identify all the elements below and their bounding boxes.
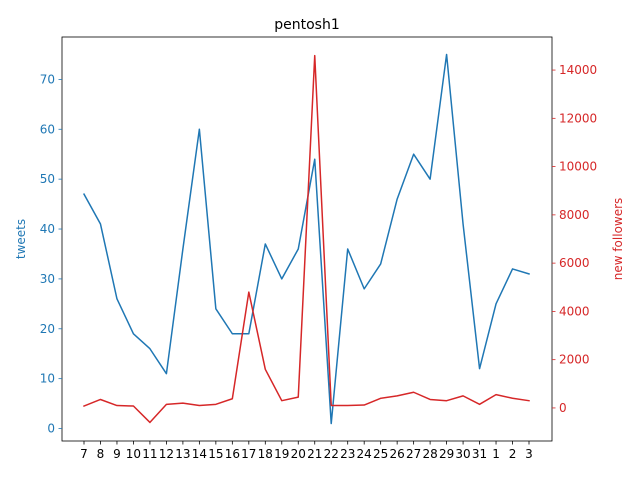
right-axis-title: new followers [611, 198, 625, 281]
x-tick-label: 8 [97, 447, 105, 461]
x-tick-label: 14 [192, 447, 207, 461]
x-tick-label: 23 [340, 447, 355, 461]
chart-title: pentosh1 [274, 17, 340, 33]
right-tick-label: 10000 [559, 160, 597, 174]
x-tick-label: 24 [357, 447, 372, 461]
left-axis-title: tweets [14, 219, 28, 259]
right-tick-label: 8000 [559, 208, 590, 222]
x-tick-label: 21 [307, 447, 322, 461]
x-tick-label: 1 [492, 447, 500, 461]
x-tick-label: 7 [80, 447, 88, 461]
x-tick-label: 16 [225, 447, 240, 461]
x-tick-label: 25 [373, 447, 388, 461]
x-tick-label: 26 [390, 447, 405, 461]
series-line-new-followers [83, 54, 530, 424]
left-tick-label: 70 [40, 72, 55, 86]
x-tick-label: 27 [406, 447, 421, 461]
left-tick-label: 10 [40, 372, 55, 386]
x-tick-label: 2 [509, 447, 517, 461]
x-tick-label: 3 [525, 447, 533, 461]
x-tick-label: 28 [422, 447, 437, 461]
left-tick-label: 40 [40, 222, 55, 236]
plot-area: 0102030405060700200040006000800010000120… [40, 36, 597, 461]
x-tick-label: 19 [274, 447, 289, 461]
left-tick-label: 30 [40, 272, 55, 286]
right-tick-label: 6000 [559, 256, 590, 270]
x-tick-label: 18 [258, 447, 273, 461]
x-tick-label: 9 [113, 447, 121, 461]
x-tick-label: 15 [208, 447, 223, 461]
left-tick-label: 0 [47, 422, 55, 436]
x-tick-label: 31 [472, 447, 487, 461]
x-tick-label: 29 [439, 447, 454, 461]
left-tick-label: 60 [40, 122, 55, 136]
x-tick-label: 17 [241, 447, 256, 461]
right-tick-label: 0 [559, 401, 567, 415]
x-tick-label: 20 [291, 447, 306, 461]
right-tick-label: 14000 [559, 63, 597, 77]
x-tick-label: 10 [126, 447, 141, 461]
right-tick-label: 2000 [559, 353, 590, 367]
x-tick-label: 30 [455, 447, 470, 461]
series-line-tweets [82, 53, 530, 425]
x-tick-label: 11 [142, 447, 157, 461]
right-tick-label: 4000 [559, 304, 590, 318]
left-tick-label: 20 [40, 322, 55, 336]
x-tick-label: 22 [324, 447, 339, 461]
x-tick-label: 13 [175, 447, 190, 461]
left-tick-label: 50 [40, 172, 55, 186]
right-tick-label: 12000 [559, 111, 597, 125]
plot-frame [61, 36, 553, 442]
x-tick-label: 12 [159, 447, 174, 461]
